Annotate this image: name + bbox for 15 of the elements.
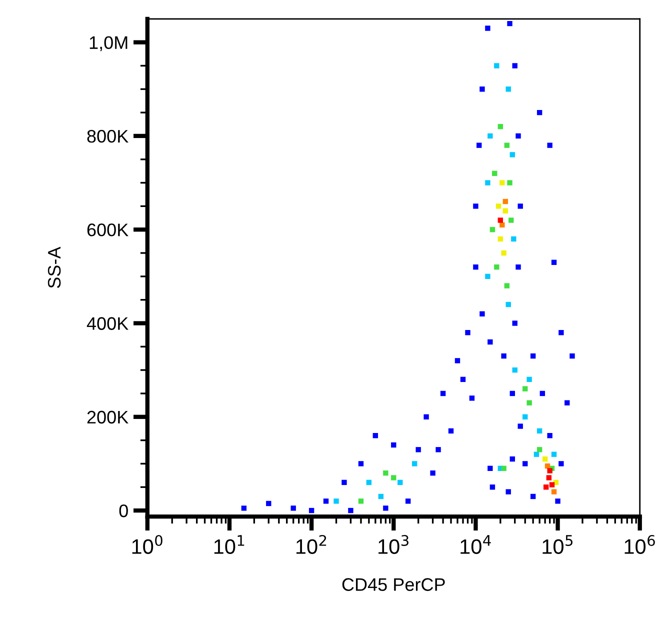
x-tick-label: 10$^{4}$ [460,535,491,554]
y-tick-label: 400K [86,317,128,330]
x-tick-label: 10$^{5}$ [542,535,572,554]
y-tick-label: 200K [87,410,128,424]
x-axis-title: CD45 PerCP [342,578,445,591]
y-tick-label: 1,0M [90,36,128,52]
x-tick-label: 10$^{1}$ [214,535,244,554]
x-tick-label: 10$^{3}$ [378,534,408,554]
y-axis-title: SS-A [48,246,61,288]
x-tick-label: 10$^{6}$ [624,534,655,554]
y-tick-label: 600K [87,224,128,236]
y-tick-label: 0 [119,504,128,518]
x-tick-label: 10$^{2}$ [296,534,326,554]
x-tick-label: 10$^{0}$ [132,534,162,554]
y-tick-label: 800K [87,130,128,143]
